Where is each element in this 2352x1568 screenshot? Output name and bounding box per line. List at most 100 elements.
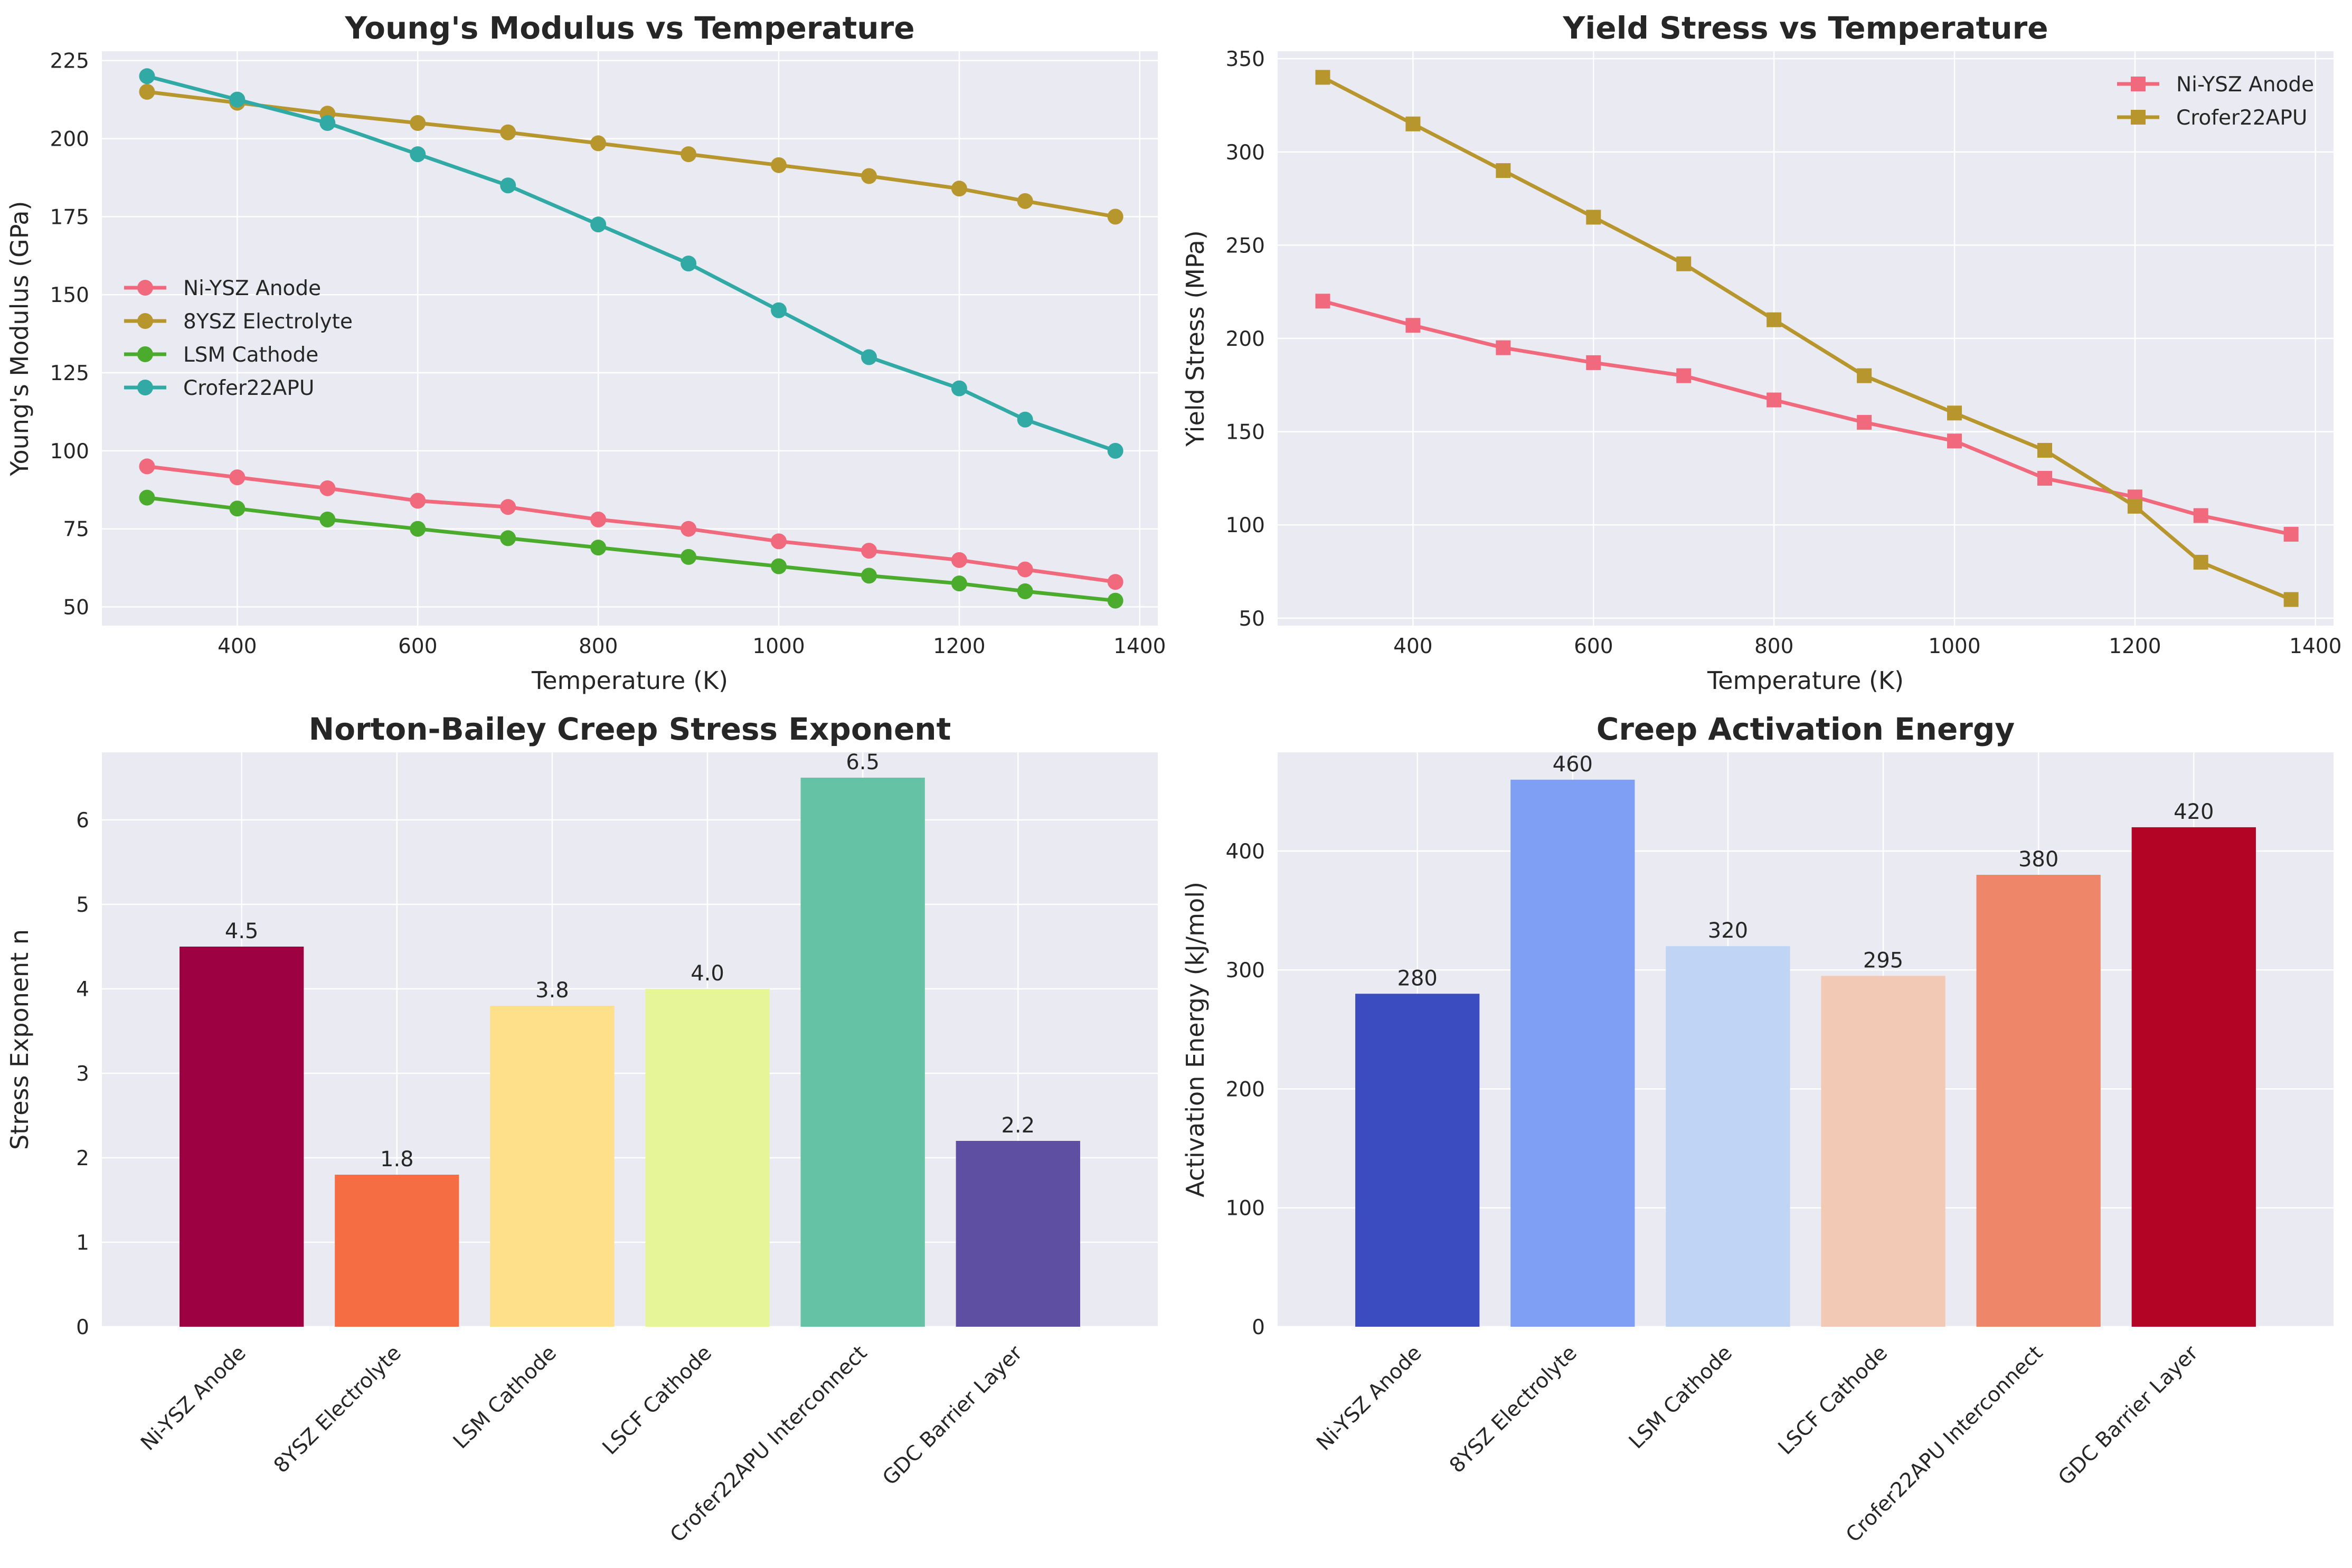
data-point <box>1315 70 1330 85</box>
series-line <box>146 74 1116 453</box>
data-point <box>1496 340 1511 355</box>
y-tick-label: 3 <box>76 1062 89 1086</box>
bar <box>2131 827 2256 1327</box>
x-tick-label: 1000 <box>752 635 805 658</box>
x-tick-label: GDC Barrier Layer <box>2054 1341 2203 1490</box>
data-point <box>1767 312 1782 327</box>
bar-value-label: 4.0 <box>691 961 724 986</box>
legend-marker <box>2131 110 2146 125</box>
data-point <box>139 458 155 475</box>
data-point <box>1405 318 1421 333</box>
data-point <box>229 91 245 108</box>
y-tick-label: 6 <box>76 809 89 833</box>
legend: Ni-YSZ Anode Crofer22APU <box>2117 73 2314 130</box>
data-point <box>2283 592 2299 607</box>
y-tick-label: 5 <box>76 893 89 917</box>
x-axis-label: Temperature (K) <box>1707 666 1904 695</box>
y-tick-label: 0 <box>76 1316 89 1339</box>
bar <box>1355 994 1480 1327</box>
y-tick-label: 100 <box>1226 514 1265 537</box>
series-lsm-cathode <box>139 489 1123 609</box>
bar <box>335 1175 459 1327</box>
data-point <box>2283 526 2299 542</box>
y-tick-label: 400 <box>1226 840 1265 864</box>
legend-marker <box>137 313 153 329</box>
data-point <box>951 181 967 197</box>
data-point <box>1586 210 1601 225</box>
data-point <box>2037 442 2052 458</box>
data-point <box>229 469 245 486</box>
data-point <box>951 552 967 568</box>
x-tick-label: 8YSZ Electrolyte <box>269 1341 406 1478</box>
data-point <box>1107 574 1123 590</box>
data-point <box>2037 470 2052 486</box>
data-point <box>1767 392 1782 408</box>
data-point <box>410 493 426 509</box>
bar <box>1821 976 1945 1327</box>
y-tick-label: 200 <box>50 128 89 152</box>
x-tick-label: 600 <box>1574 635 1613 658</box>
legend-label: Crofer22APU <box>183 376 314 400</box>
data-point <box>590 135 607 152</box>
bar-value-label: 295 <box>1863 948 1903 972</box>
chart-panel-1: 400 600 800 1000 1200 1400 50 75 100 125 150 175 200… <box>5 10 1166 695</box>
data-point <box>1405 116 1421 131</box>
y-tick-label: 175 <box>50 205 89 229</box>
data-point <box>681 256 697 272</box>
bar-value-label: 6.5 <box>846 750 880 774</box>
data-point <box>1676 256 1692 271</box>
y-tick-label: 250 <box>1226 234 1265 258</box>
legend: Ni-YSZ Anode 8YSZ Electrolyte LSM Cathode C… <box>124 277 353 400</box>
chart-title: Yield Stress vs Temperature <box>1562 10 2048 46</box>
bar <box>1510 779 1635 1327</box>
series-line <box>1321 75 2292 601</box>
x-tick-label: 600 <box>398 635 437 658</box>
y-tick-label: 50 <box>1239 607 1265 631</box>
bar <box>645 989 770 1327</box>
legend-label: Ni-YSZ Anode <box>183 277 321 300</box>
y-tick-label: 4 <box>76 978 89 1002</box>
y-tick-label: 300 <box>1226 141 1265 165</box>
bar <box>800 778 925 1327</box>
bar-value-label: 420 <box>2174 800 2214 824</box>
x-tick-label: LSM Cathode <box>449 1341 561 1453</box>
data-point <box>1676 368 1692 383</box>
chart-title: Creep Activation Energy <box>1597 711 2015 747</box>
data-point <box>319 511 336 527</box>
x-tick-label: 400 <box>218 635 257 658</box>
bar-value-label: 320 <box>1708 919 1748 943</box>
series-line <box>1322 299 2292 536</box>
data-point <box>319 480 336 496</box>
legend-marker <box>137 380 153 395</box>
x-tick-label: 1400 <box>2289 635 2341 658</box>
y-tick-label: 0 <box>1252 1316 1265 1339</box>
bar <box>1976 875 2101 1327</box>
data-point <box>139 83 155 100</box>
x-tick-label: 800 <box>579 635 618 658</box>
y-tick-label: 150 <box>1226 421 1265 445</box>
data-point <box>590 511 607 527</box>
data-point <box>500 124 516 140</box>
legend-marker <box>2131 77 2146 91</box>
series-crofer22apu <box>1315 70 2299 607</box>
data-point <box>1947 433 1962 449</box>
data-point <box>771 558 787 574</box>
bar-value-label: 280 <box>1397 966 1438 990</box>
y-tick-label: 2 <box>76 1147 89 1170</box>
y-tick-label: 200 <box>1226 327 1265 351</box>
data-point <box>1315 294 1330 309</box>
data-point <box>500 177 516 194</box>
bar-value-label: 3.8 <box>535 978 569 1003</box>
x-tick-label: 1400 <box>1113 635 1166 658</box>
x-tick-label: 1200 <box>933 635 985 658</box>
bar-value-label: 4.5 <box>225 919 259 943</box>
legend-marker <box>137 346 153 362</box>
data-point <box>861 349 877 365</box>
chart-title: Norton-Bailey Creep Stress Exponent <box>309 711 951 747</box>
data-point <box>951 380 967 396</box>
data-point <box>410 115 426 131</box>
data-point <box>951 575 967 592</box>
x-tick-label: 1200 <box>2109 635 2161 658</box>
x-tick-label: LSM Cathode <box>1624 1341 1737 1453</box>
